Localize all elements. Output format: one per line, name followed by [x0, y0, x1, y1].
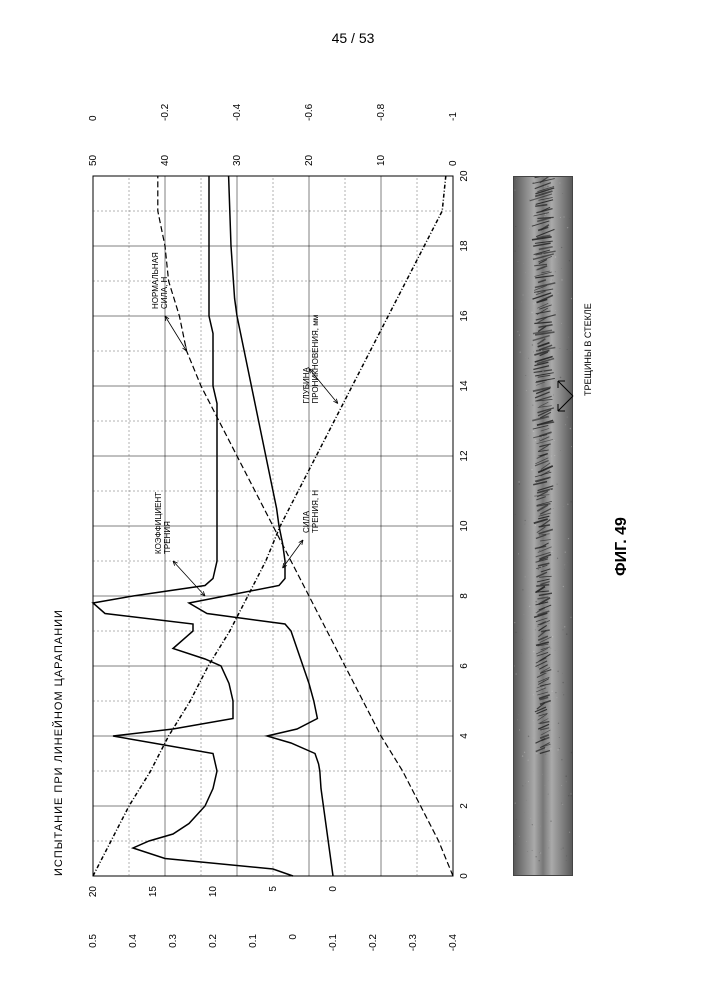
svg-text:-0.3: -0.3 — [408, 934, 419, 952]
svg-text:СИЛА, Н: СИЛА, Н — [160, 276, 169, 309]
scratch-caption: ТРЕЩИНЫ В СТЕКЛЕ — [583, 303, 593, 396]
svg-text:ТРЕНИЯ, Н: ТРЕНИЯ, Н — [311, 490, 320, 533]
svg-text:15: 15 — [148, 886, 159, 898]
svg-text:14: 14 — [459, 380, 470, 392]
svg-text:0: 0 — [448, 160, 459, 166]
svg-text:10: 10 — [459, 520, 470, 532]
svg-text:ПРОНИКНОВЕНИЯ, мм: ПРОНИКНОВЕНИЯ, мм — [311, 315, 320, 404]
svg-text:40: 40 — [160, 154, 171, 166]
svg-text:-0.8: -0.8 — [376, 103, 387, 121]
svg-text:-0.6: -0.6 — [304, 103, 315, 121]
svg-text:12: 12 — [459, 450, 470, 462]
svg-text:6: 6 — [459, 663, 470, 669]
svg-text:-0.4: -0.4 — [232, 103, 243, 121]
svg-text:20: 20 — [459, 170, 470, 182]
svg-text:0.4: 0.4 — [128, 934, 139, 948]
svg-text:8: 8 — [459, 593, 470, 599]
svg-text:0: 0 — [328, 886, 339, 892]
svg-text:-0.4: -0.4 — [448, 934, 459, 952]
svg-text:16: 16 — [459, 310, 470, 322]
svg-text:-0.1: -0.1 — [328, 934, 339, 952]
figure-label: ФИГ. 49 — [613, 517, 631, 576]
svg-text:5: 5 — [268, 886, 279, 892]
svg-text:10: 10 — [376, 154, 387, 166]
chart-svg: 0 2 4 6 8 10 12 14 16 18 20 -0.4 -0.3 -0.2 -0.1 0 0.1 0.2… — [73, 76, 493, 976]
svg-text:20: 20 — [88, 886, 99, 898]
svg-text:2: 2 — [459, 803, 470, 809]
svg-text:30: 30 — [232, 154, 243, 166]
svg-text:4: 4 — [459, 733, 470, 739]
svg-text:0.2: 0.2 — [208, 934, 219, 948]
scratch-arrow — [553, 376, 583, 416]
svg-text:ТРЕНИЯ: ТРЕНИЯ — [163, 521, 172, 554]
svg-text:0: 0 — [88, 115, 99, 121]
svg-text:-0.2: -0.2 — [160, 103, 171, 121]
svg-text:20: 20 — [304, 154, 315, 166]
svg-text:0.1: 0.1 — [248, 934, 259, 948]
svg-text:0: 0 — [459, 873, 470, 879]
svg-text:-1: -1 — [448, 112, 459, 121]
svg-text:НОРМАЛЬНАЯ: НОРМАЛЬНАЯ — [151, 252, 160, 309]
svg-text:КОЭФФИЦИЕНТ: КОЭФФИЦИЕНТ — [154, 492, 163, 554]
svg-text:10: 10 — [208, 886, 219, 898]
page-number: 45 / 53 — [40, 30, 666, 46]
chart-title: ИСПЫТАНИЕ ПРИ ЛИНЕЙНОМ ЦАРАПАНИИ — [53, 609, 65, 876]
svg-text:0.5: 0.5 — [88, 934, 99, 948]
svg-text:0.3: 0.3 — [168, 934, 179, 948]
svg-text:0: 0 — [288, 934, 299, 940]
figure: ИСПЫТАНИЕ ПРИ ЛИНЕЙНОМ ЦАРАПАНИИ 0 2 4 6 8 10… — [53, 76, 653, 976]
svg-text:50: 50 — [88, 154, 99, 166]
svg-text:18: 18 — [459, 240, 470, 252]
svg-text:-0.2: -0.2 — [368, 934, 379, 952]
svg-text:СИЛА: СИЛА — [302, 510, 311, 533]
scratch-micrograph — [513, 176, 573, 876]
